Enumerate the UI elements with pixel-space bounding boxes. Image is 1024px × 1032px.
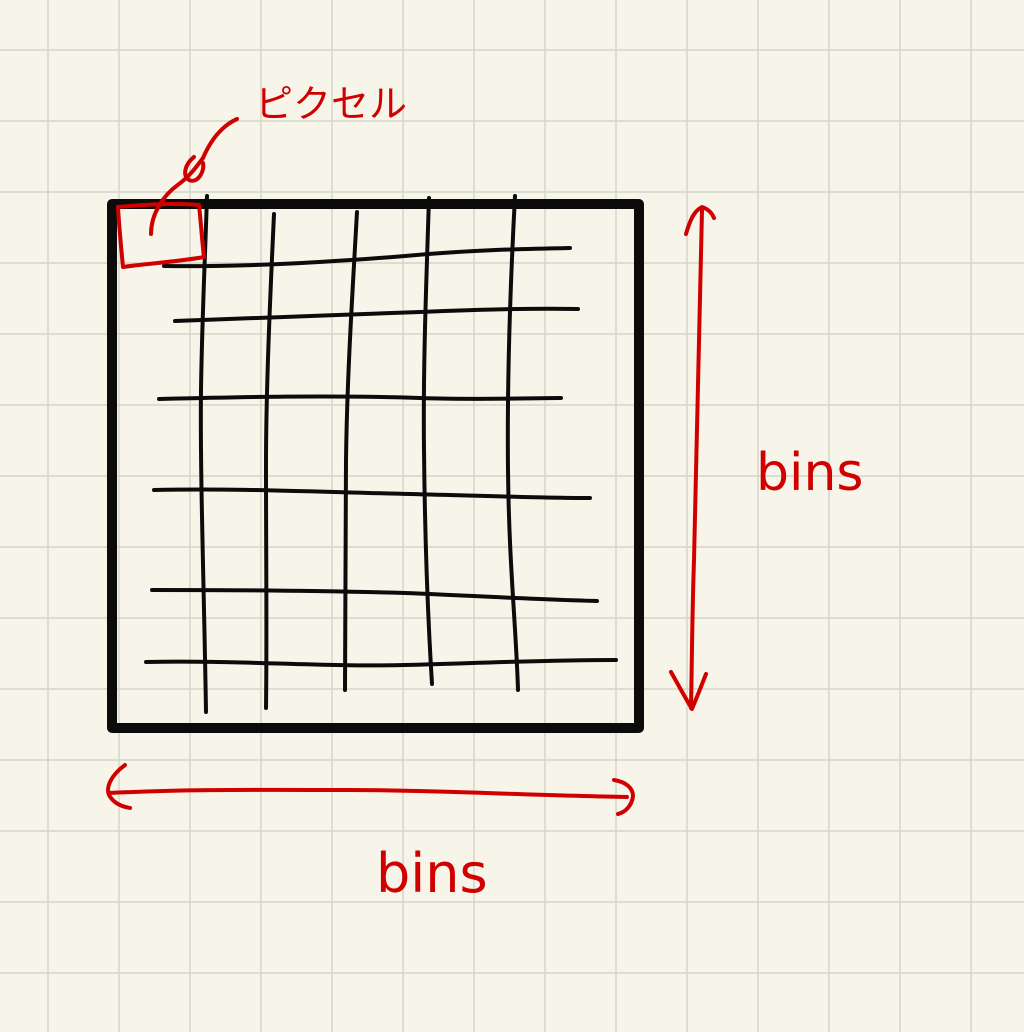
horizontal-size-arrow	[107, 787, 629, 799]
grid-line-vertical	[505, 194, 520, 692]
grid-line-vertical	[198, 194, 209, 714]
horizontal-size-annotation: bins	[106, 763, 635, 905]
vertical-arrow-head-bottom	[669, 670, 708, 711]
horizontal-arrow-head-left	[106, 763, 132, 810]
pixel-pointer-curve	[149, 156, 205, 236]
grid-line-vertical	[264, 212, 276, 710]
grid-line-vertical	[421, 196, 434, 686]
pixel-annotation: ピクセル	[116, 82, 407, 269]
grid-line-horizontal	[157, 394, 563, 401]
pixel-label: ピクセル	[255, 82, 407, 126]
grid-line-horizontal	[144, 658, 618, 668]
vertical-size-arrow	[689, 208, 704, 710]
horizontal-size-label: bins	[376, 842, 488, 905]
vertical-arrow-head-top	[684, 205, 716, 236]
vertical-size-label: bins	[756, 443, 864, 503]
inner-grid-horizontal-lines	[144, 246, 618, 668]
grid-line-horizontal	[162, 246, 572, 269]
inner-grid-vertical-lines	[198, 194, 520, 714]
pixel-pointer-loop	[183, 155, 206, 183]
vertical-size-annotation: bins	[669, 205, 864, 711]
grid-line-horizontal	[150, 588, 599, 603]
image-frame	[107, 199, 644, 733]
grid-line-horizontal	[152, 487, 592, 500]
grid-line-vertical	[343, 210, 359, 692]
pixel-highlight-box	[116, 201, 206, 269]
horizontal-arrow-head-right	[612, 778, 635, 816]
pixel-pointer-tail	[201, 117, 239, 160]
grid-line-horizontal	[173, 306, 580, 323]
